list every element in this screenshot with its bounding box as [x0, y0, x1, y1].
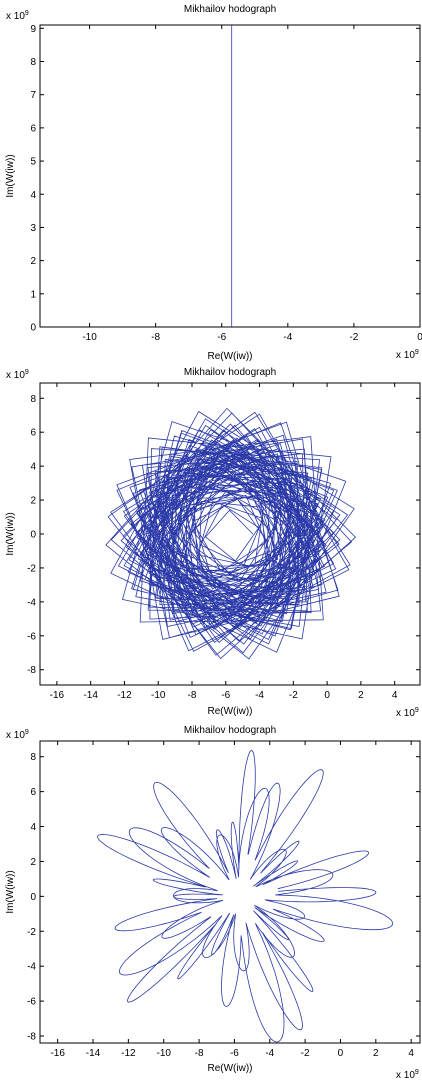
chart-3-y-tick-label: -6 — [27, 997, 36, 1008]
chart-3-x-tick-label: -2 — [301, 1048, 310, 1059]
chart-1-x-tick-label: -4 — [283, 332, 292, 343]
chart-3-x-tick-label: 2 — [373, 1048, 379, 1059]
chart-1-y-tick-label: 8 — [30, 57, 36, 68]
chart-1-x-tick-label: -8 — [151, 332, 160, 343]
chart-2-x-tick-label: -8 — [188, 690, 197, 701]
chart-1-y-label: Im(W(iw)) — [5, 154, 16, 197]
chart-3-y-tick-label: 2 — [30, 857, 36, 868]
chart-3-y-tick-label: 8 — [30, 752, 36, 763]
chart-3-x-tick-label: -8 — [195, 1048, 204, 1059]
chart-1-x-tick-label: -6 — [217, 332, 226, 343]
chart-2-y-tick-label: -4 — [27, 597, 36, 608]
chart-3-y-tick-label: 4 — [30, 822, 36, 833]
chart-3-x-tick-label: -14 — [86, 1048, 101, 1059]
chart-2-y-tick-label: 6 — [30, 428, 36, 439]
chart-1-y-tick-label: 0 — [30, 323, 36, 334]
chart-2-hodograph-line — [105, 407, 357, 660]
chart-3-y-tick-label: -4 — [27, 962, 36, 973]
chart-1-x-tick-label: -10 — [82, 332, 97, 343]
chart-2-x-tick-label: -14 — [83, 690, 98, 701]
chart-3-title: Mikhailov hodograph — [184, 725, 276, 736]
chart-2-x-tick-label: 4 — [392, 690, 398, 701]
chart-2-y-label: Im(W(iw)) — [5, 512, 16, 555]
chart-2-ticks: -16 -14 -12 -10 -8 -6 -4 -2 0 2 4 -8 -6 -4 -2 0 2 4 6 8 — [27, 383, 420, 701]
chart-panel-1: Mikhailov hodograph x 109 -10 -8 -6 -4 -2 0 0 1… — [5, 4, 422, 362]
chart-2-x-tick-label: -12 — [117, 690, 132, 701]
chart-1-y-tick-label: 3 — [30, 223, 36, 234]
chart-3-ticks: -16 -14 -12 -10 -8 -6 -4 -2 0 2 4 -8 -6 -4 -2 0 2 4 6 8 — [27, 741, 420, 1059]
chart-3-plot-area — [97, 750, 394, 1043]
chart-1-x-exponent: x 109 — [396, 349, 419, 361]
chart-1-y-tick-label: 7 — [30, 90, 36, 101]
chart-3-hodograph-line — [97, 750, 394, 1043]
chart-2-x-tick-label: 0 — [324, 690, 330, 701]
chart-1-x-tick-label: -2 — [349, 332, 358, 343]
chart-3-y-tick-label: 0 — [30, 892, 36, 903]
chart-1-axes-box — [39, 24, 421, 328]
chart-3-x-tick-label: -4 — [265, 1048, 274, 1059]
chart-panel-3: Mikhailov hodograph x 109 -16 -14 -12 -10 -8… — [5, 725, 421, 1081]
chart-2-y-tick-label: 8 — [30, 394, 36, 405]
chart-3-x-tick-label: -12 — [121, 1048, 136, 1059]
chart-3-y-exponent: x 109 — [6, 729, 29, 741]
chart-1-y-exponent: x 109 — [6, 10, 29, 22]
chart-3-x-tick-label: 4 — [408, 1048, 414, 1059]
chart-2-x-tick-label: -6 — [221, 690, 230, 701]
chart-3-x-tick-label: -16 — [50, 1048, 65, 1059]
chart-2-y-tick-label: -8 — [27, 665, 36, 676]
chart-1-y-tick-label: 2 — [30, 256, 36, 267]
chart-3-x-tick-label: -6 — [230, 1048, 239, 1059]
chart-2-title: Mikhailov hodograph — [184, 367, 276, 378]
chart-1-y-tick-label: 5 — [30, 157, 36, 168]
chart-3-x-label: Re(W(iw)) — [208, 1063, 253, 1074]
chart-2-x-tick-label: 2 — [358, 690, 364, 701]
chart-3-y-label: Im(W(iw)) — [5, 870, 16, 913]
chart-1-x-label: Re(W(iw)) — [208, 351, 253, 362]
chart-1-y-tick-label: 9 — [30, 24, 36, 35]
chart-1-y-tick-label: 6 — [30, 123, 36, 134]
chart-3-x-exponent: x 109 — [396, 1069, 419, 1081]
chart-2-y-tick-label: 2 — [30, 496, 36, 507]
chart-2-x-exponent: x 109 — [396, 707, 419, 719]
chart-1-title: Mikhailov hodograph — [184, 4, 276, 15]
chart-3-x-tick-label: -10 — [156, 1048, 171, 1059]
chart-2-axes-box — [39, 382, 421, 686]
chart-1-ticks: -10 -8 -6 -4 -2 0 0 1 2 3 4 5 6 7 8 9 — [30, 24, 422, 343]
chart-3-y-tick-label: 6 — [30, 787, 36, 798]
chart-2-x-tick-label: -16 — [50, 690, 65, 701]
chart-3-y-tick-label: -8 — [27, 1032, 36, 1043]
chart-2-y-tick-label: 4 — [30, 462, 36, 473]
chart-2-y-tick-label: 0 — [30, 530, 36, 541]
chart-1-y-tick-label: 1 — [30, 289, 36, 300]
chart-3-x-tick-label: 0 — [338, 1048, 344, 1059]
chart-3-axes-box — [39, 740, 421, 1044]
chart-2-x-label: Re(W(iw)) — [208, 706, 253, 717]
chart-3-y-tick-label: -2 — [27, 927, 36, 938]
chart-1-y-tick-label: 4 — [30, 190, 36, 201]
chart-1-x-tick-label: 0 — [417, 332, 422, 343]
chart-2-y-exponent: x 109 — [6, 369, 29, 381]
chart-panel-2: Mikhailov hodograph x 109 -16 -14 -12 -10 -8… — [5, 367, 421, 719]
chart-2-plot-area — [105, 407, 357, 660]
chart-2-x-tick-label: -2 — [289, 690, 298, 701]
chart-2-x-tick-label: -10 — [151, 690, 166, 701]
chart-2-x-tick-label: -4 — [255, 690, 264, 701]
chart-2-y-tick-label: -2 — [27, 563, 36, 574]
chart-2-y-tick-label: -6 — [27, 631, 36, 642]
